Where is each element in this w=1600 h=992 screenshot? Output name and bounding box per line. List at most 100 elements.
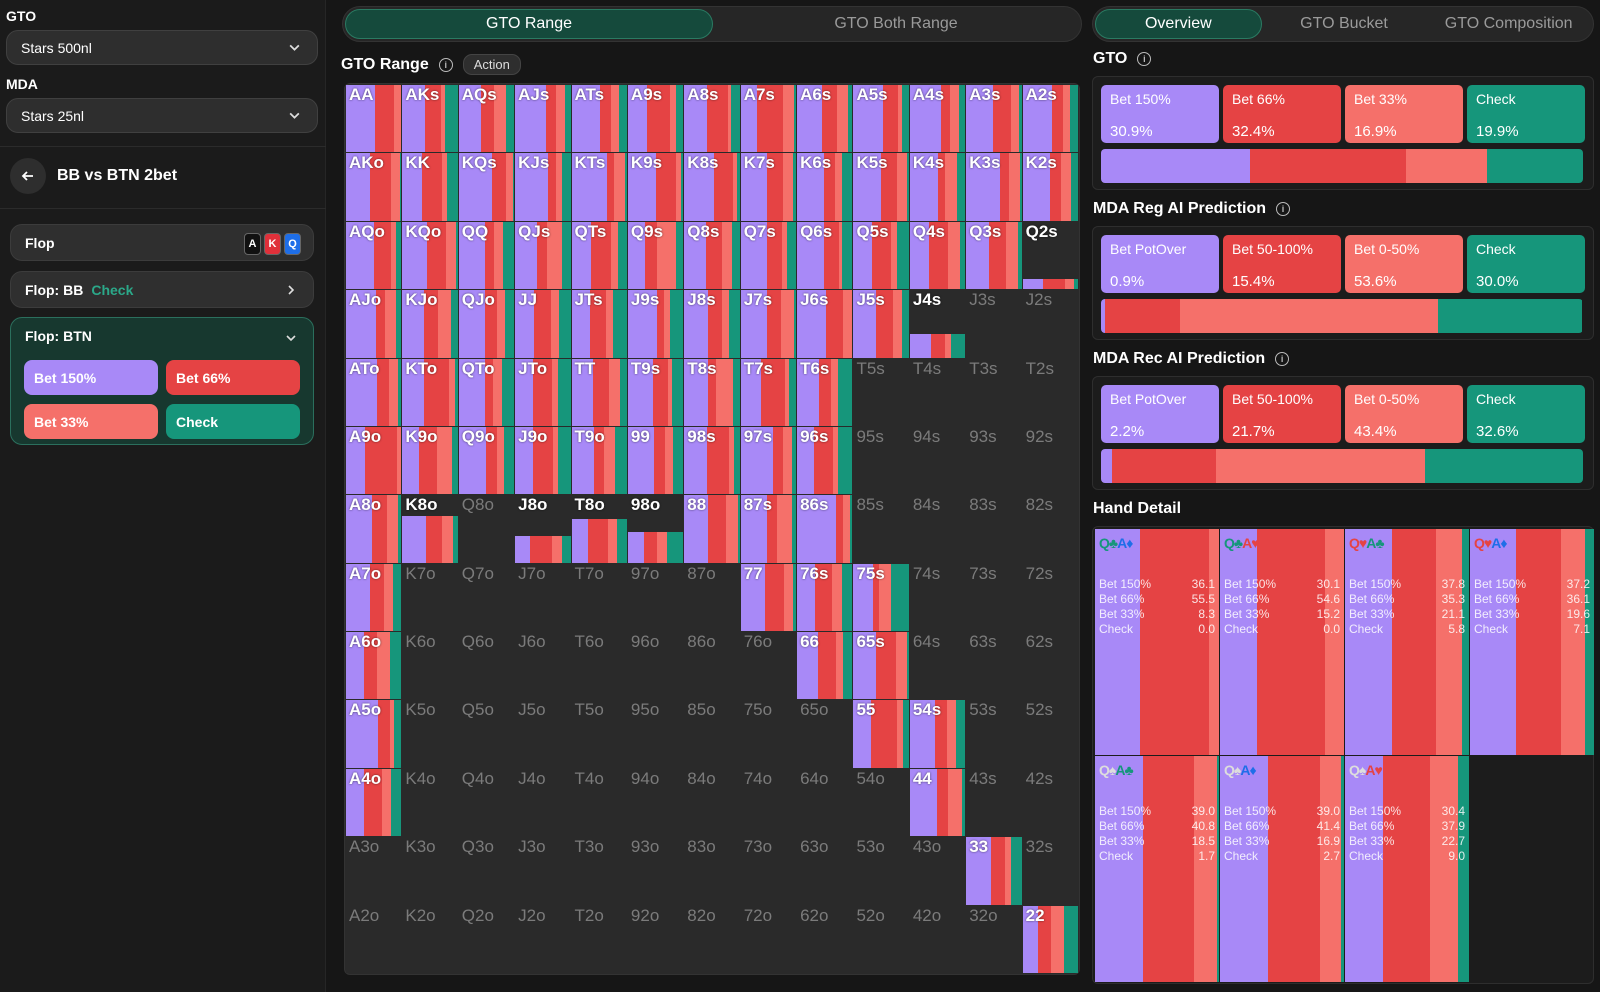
gto-select[interactable]: Stars 500nl — [6, 30, 318, 65]
hand-combo-card[interactable]: Q♣A♥ Bet 150% 30.1 Bet 66% 54.6 Bet 33% 15.2 Ch… — [1220, 529, 1344, 755]
hand-cell[interactable]: KJo — [402, 290, 458, 358]
tab-gto-both-range[interactable]: GTO Both Range — [834, 15, 958, 32]
hand-cell[interactable]: 83s — [966, 495, 1022, 563]
hand-cell[interactable]: Q6o — [458, 632, 515, 700]
hand-cell[interactable]: Q8o — [458, 495, 515, 563]
hand-cell[interactable]: J7s — [740, 290, 797, 358]
hand-cell[interactable]: J5s — [853, 290, 909, 358]
hand-cell[interactable]: 42o — [909, 905, 966, 973]
info-icon[interactable]: i — [438, 57, 453, 72]
hand-cell[interactable]: K6o — [402, 632, 458, 700]
hand-cell[interactable]: 74s — [909, 563, 966, 632]
hand-cell[interactable]: J5o — [515, 700, 571, 768]
hand-cell[interactable]: K8o — [402, 495, 458, 563]
hand-cell[interactable]: T6s — [797, 358, 853, 426]
check-button[interactable]: Check — [166, 404, 300, 439]
hand-cell[interactable]: 75o — [740, 700, 797, 768]
hand-cell[interactable]: A6s — [797, 85, 853, 153]
hand-cell[interactable]: 62s — [1022, 632, 1078, 700]
hand-cell[interactable]: A6o — [346, 632, 402, 700]
info-icon[interactable]: i — [1137, 52, 1152, 66]
hand-cell[interactable]: Q2o — [458, 905, 515, 973]
hand-cell[interactable]: 52s — [1022, 700, 1078, 768]
hand-cell[interactable]: 66 — [797, 632, 853, 700]
hand-cell[interactable]: 65o — [797, 700, 853, 768]
hand-cell[interactable]: J2o — [515, 905, 571, 973]
hand-cell[interactable]: K2s — [1022, 153, 1078, 221]
bet-150-button[interactable]: Bet 150% — [24, 360, 158, 395]
hand-cell[interactable]: KJs — [515, 153, 571, 221]
hand-cell[interactable]: AKs — [402, 85, 458, 153]
hand-cell[interactable]: A4s — [909, 85, 966, 153]
hand-combo-card[interactable]: Q♠A♥ Bet 150% 30.4 Bet 66% 37.9 Bet 33% 22.7 Ch… — [1345, 756, 1469, 982]
hand-cell[interactable]: 74o — [740, 768, 797, 837]
hand-cell[interactable]: Q4o — [458, 768, 515, 837]
hand-cell[interactable]: Q3s — [966, 221, 1022, 290]
hand-cell[interactable]: K6s — [797, 153, 853, 221]
hand-cell[interactable]: Q2s — [1022, 221, 1078, 290]
tab-overview[interactable]: Overview — [1095, 9, 1262, 39]
hand-cell[interactable]: 64s — [909, 632, 966, 700]
hand-cell[interactable]: T8o — [571, 495, 627, 563]
hand-cell[interactable]: 98o — [627, 495, 684, 563]
hand-cell[interactable]: QQ — [458, 221, 515, 290]
hand-cell[interactable]: 93o — [627, 837, 684, 905]
hand-cell[interactable]: 95o — [627, 700, 684, 768]
hand-cell[interactable]: AA — [346, 85, 402, 153]
info-icon[interactable]: i — [1275, 352, 1290, 366]
hand-cell[interactable]: KQo — [402, 221, 458, 290]
hand-cell[interactable]: 43o — [909, 837, 966, 905]
hand-cell[interactable]: 98s — [684, 426, 740, 495]
hand-cell[interactable]: 43s — [966, 768, 1022, 837]
hand-cell[interactable]: T3s — [966, 358, 1022, 426]
hand-cell[interactable]: KTo — [402, 358, 458, 426]
info-icon[interactable]: i — [1276, 202, 1291, 216]
hand-cell[interactable]: 64o — [797, 768, 853, 837]
hand-cell[interactable]: J8s — [684, 290, 740, 358]
hand-cell[interactable]: 72s — [1022, 563, 1078, 632]
hand-cell[interactable]: JTs — [571, 290, 627, 358]
hand-cell[interactable]: K4o — [402, 768, 458, 837]
hand-cell[interactable]: J2s — [1022, 290, 1078, 358]
hand-cell[interactable]: T9o — [571, 426, 627, 495]
hand-cell[interactable]: J3o — [515, 837, 571, 905]
hand-cell[interactable]: T7o — [571, 563, 627, 632]
hand-cell[interactable]: ATo — [346, 358, 402, 426]
hand-cell[interactable]: T5s — [853, 358, 909, 426]
hand-cell[interactable]: AJs — [515, 85, 571, 153]
hand-cell[interactable]: A9s — [627, 85, 684, 153]
back-button[interactable] — [10, 158, 46, 194]
hand-cell[interactable]: 84s — [909, 495, 966, 563]
hand-cell[interactable]: Q7s — [740, 221, 797, 290]
hand-cell[interactable]: 92o — [627, 905, 684, 973]
hand-cell[interactable]: K4s — [909, 153, 966, 221]
hand-cell[interactable]: Q4s — [909, 221, 966, 290]
hand-cell[interactable]: 55 — [853, 700, 909, 768]
hand-cell[interactable]: 97o — [627, 563, 684, 632]
hand-cell[interactable]: 52o — [853, 905, 909, 973]
hand-cell[interactable]: T6o — [571, 632, 627, 700]
hand-cell[interactable]: 86s — [797, 495, 853, 563]
hand-cell[interactable]: T2s — [1022, 358, 1078, 426]
hand-cell[interactable]: 76o — [740, 632, 797, 700]
hand-cell[interactable]: Q7o — [458, 563, 515, 632]
hand-cell[interactable]: K9o — [402, 426, 458, 495]
hand-cell[interactable]: AJo — [346, 290, 402, 358]
hand-cell[interactable]: 94s — [909, 426, 966, 495]
hand-cell[interactable]: K8s — [684, 153, 740, 221]
hand-cell[interactable]: 82o — [684, 905, 740, 973]
hand-cell[interactable]: K7s — [740, 153, 797, 221]
hand-cell[interactable]: J7o — [515, 563, 571, 632]
hand-cell[interactable]: A3o — [346, 837, 402, 905]
hand-cell[interactable]: A5s — [853, 85, 909, 153]
hand-cell[interactable]: 87s — [740, 495, 797, 563]
flop-bb-node[interactable]: Flop: BB Check — [10, 271, 314, 308]
hand-cell[interactable]: K5o — [402, 700, 458, 768]
hand-cell[interactable]: J6o — [515, 632, 571, 700]
hand-cell[interactable]: 94o — [627, 768, 684, 837]
hand-cell[interactable]: QTo — [458, 358, 515, 426]
hand-cell[interactable]: 54o — [853, 768, 909, 837]
hand-cell[interactable]: KK — [402, 153, 458, 221]
hand-cell[interactable]: J8o — [515, 495, 571, 563]
hand-cell[interactable]: 77 — [740, 563, 797, 632]
